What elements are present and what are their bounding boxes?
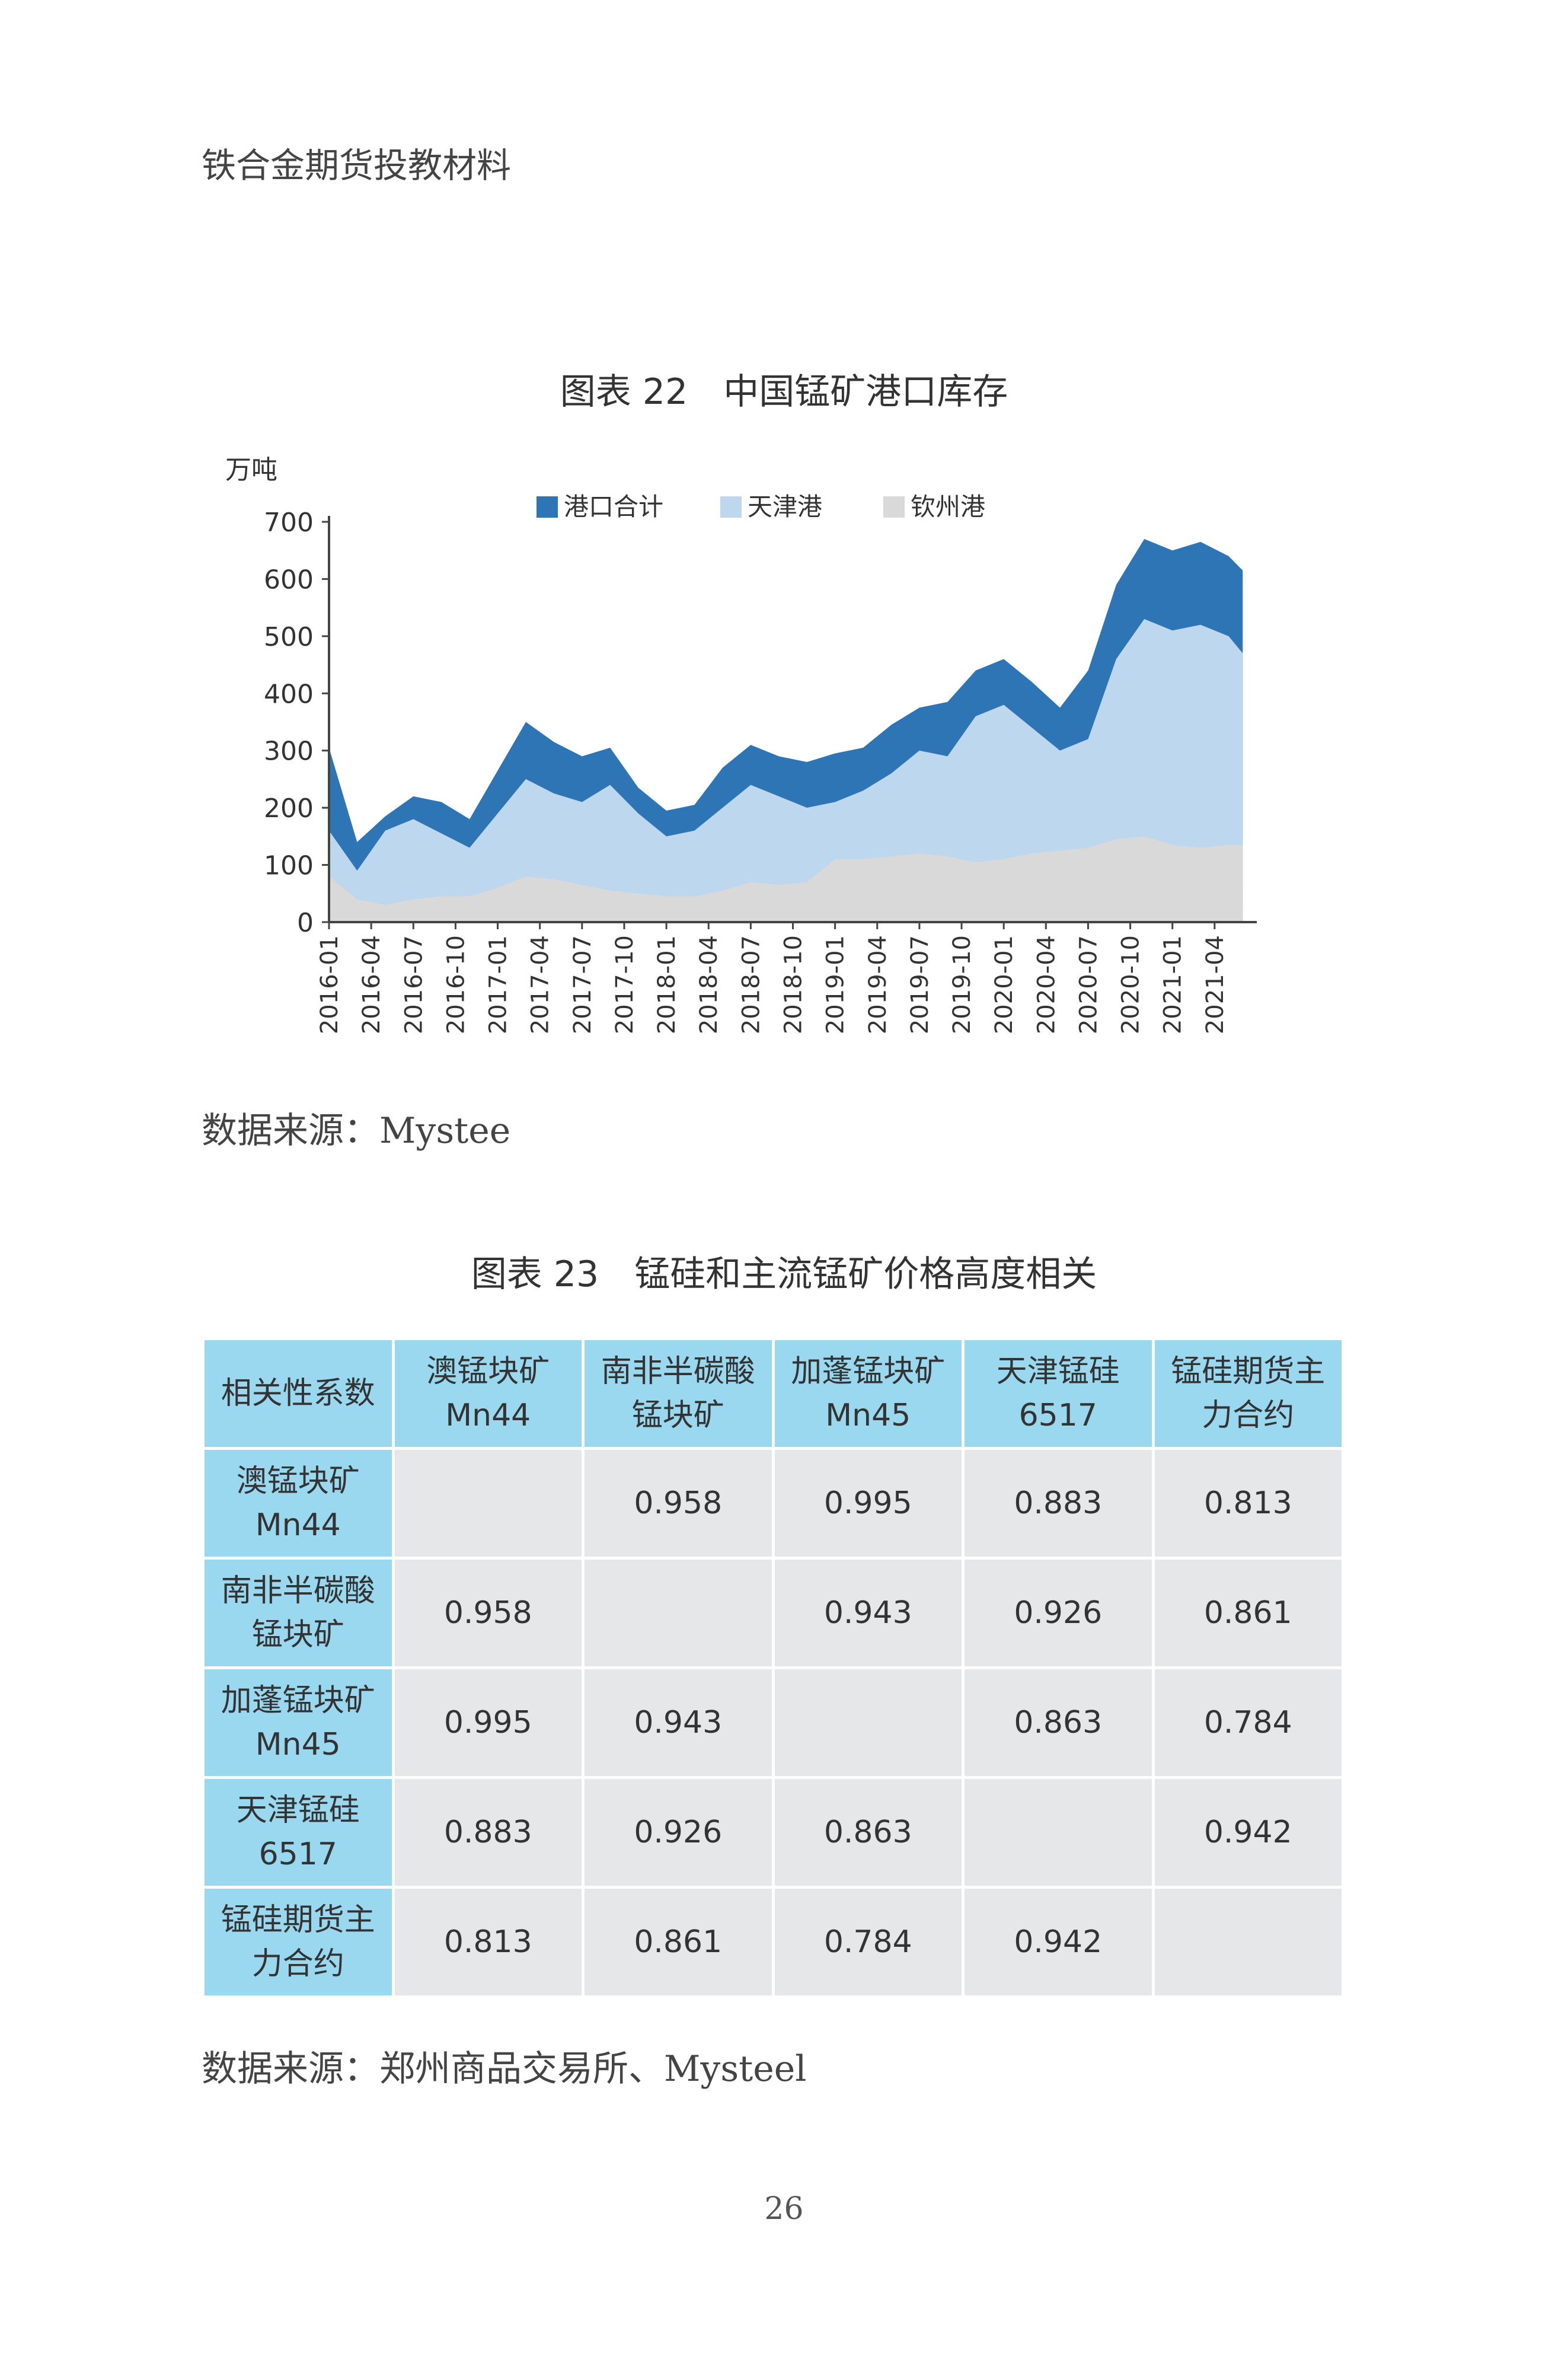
x-tick-label: 2019-01 bbox=[822, 935, 850, 1034]
row-header: 澳锰块矿 Mn44 bbox=[202, 1447, 395, 1560]
x-tick-label: 2017-01 bbox=[485, 935, 512, 1034]
table-cell: 0.813 bbox=[1151, 1447, 1345, 1560]
table-cell: 0.942 bbox=[962, 1886, 1155, 1998]
table-corner-cell: 相关性系数 bbox=[202, 1337, 395, 1450]
table-cell: 0.863 bbox=[962, 1666, 1155, 1779]
table-cell: 0.958 bbox=[582, 1447, 775, 1560]
y-axis-unit-label: 万吨 bbox=[225, 455, 277, 485]
table-cell bbox=[962, 1776, 1155, 1889]
table-cell bbox=[391, 1447, 585, 1560]
table-cell: 0.943 bbox=[582, 1666, 775, 1779]
figure-22-source: 数据来源：Mystee bbox=[202, 1110, 511, 1152]
column-header: 锰硅期货主 力合约 bbox=[1151, 1337, 1345, 1450]
x-tick-label: 2021-01 bbox=[1160, 935, 1187, 1034]
figure-23-title: 图表 23 锰硅和主流锰矿价格高度相关 bbox=[471, 1254, 1097, 1295]
table-cell: 0.784 bbox=[771, 1886, 965, 1998]
chart-axes: 0 100 200 300 400 500 600 700 2016-01 2016-04 2016… bbox=[264, 508, 1257, 1034]
x-tick-label: 2018-07 bbox=[737, 935, 765, 1034]
legend-label: 天津港 bbox=[748, 492, 822, 521]
x-tick-label: 2016-10 bbox=[442, 935, 470, 1034]
figure-22-title: 图表 22 中国锰矿港口库存 bbox=[560, 371, 1008, 413]
y-tick-label: 300 bbox=[264, 736, 314, 767]
table-row: 锰硅期货主 力合约 0.813 0.861 0.784 0.942 bbox=[202, 1886, 1345, 1998]
table-cell bbox=[1151, 1886, 1345, 1998]
x-tick-label: 2018-04 bbox=[695, 935, 723, 1034]
x-tick-label: 2019-10 bbox=[949, 935, 976, 1034]
table-cell: 0.958 bbox=[391, 1557, 585, 1669]
table-cell: 0.926 bbox=[962, 1557, 1155, 1669]
x-tick-label: 2016-04 bbox=[358, 935, 385, 1034]
y-tick-label: 500 bbox=[264, 622, 314, 652]
row-header: 加蓬锰块矿 Mn45 bbox=[202, 1666, 395, 1779]
x-tick-label: 2019-07 bbox=[906, 935, 934, 1034]
table-cell: 0.883 bbox=[962, 1447, 1155, 1560]
y-tick-label: 0 bbox=[297, 908, 314, 938]
y-tick-label: 700 bbox=[264, 508, 314, 538]
x-tick-label: 2016-01 bbox=[316, 935, 343, 1034]
table-cell: 0.995 bbox=[771, 1447, 965, 1560]
correlation-table: 相关性系数 澳锰块矿 Mn44 南非半碳酸 锰块矿 加蓬锰块矿 Mn45 天津锰… bbox=[202, 1337, 1345, 1998]
table-cell: 0.883 bbox=[391, 1776, 585, 1889]
running-header: 铁合金期货投教材料 bbox=[202, 145, 512, 186]
table-header-row: 相关性系数 澳锰块矿 Mn44 南非半碳酸 锰块矿 加蓬锰块矿 Mn45 天津锰… bbox=[202, 1337, 1345, 1450]
x-tick-label: 2020-07 bbox=[1075, 935, 1102, 1034]
column-header: 加蓬锰块矿 Mn45 bbox=[771, 1337, 965, 1450]
y-tick-label: 200 bbox=[264, 793, 314, 824]
table-row: 澳锰块矿 Mn44 0.958 0.995 0.883 0.813 bbox=[202, 1447, 1345, 1560]
table-row: 加蓬锰块矿 Mn45 0.995 0.943 0.863 0.784 bbox=[202, 1666, 1345, 1779]
row-header: 锰硅期货主 力合约 bbox=[202, 1886, 395, 1998]
x-tick-label: 2021-04 bbox=[1202, 935, 1229, 1034]
x-tick-label: 2016-07 bbox=[400, 935, 427, 1034]
legend-label: 港口合计 bbox=[564, 492, 663, 521]
x-tick-label: 2017-07 bbox=[569, 935, 596, 1034]
area-series-2 bbox=[329, 836, 1243, 922]
y-tick-label: 100 bbox=[264, 851, 314, 881]
x-tick-label: 2019-04 bbox=[864, 935, 892, 1034]
page-number: 26 bbox=[764, 2191, 804, 2227]
legend-swatch bbox=[883, 496, 905, 518]
x-tick-label: 2018-01 bbox=[653, 935, 681, 1034]
legend-label: 钦州港 bbox=[911, 492, 985, 521]
table-row: 天津锰硅 6517 0.883 0.926 0.863 0.942 bbox=[202, 1776, 1345, 1889]
table-cell: 0.942 bbox=[1151, 1776, 1345, 1889]
column-header: 澳锰块矿 Mn44 bbox=[391, 1337, 585, 1450]
table-cell: 0.861 bbox=[1151, 1557, 1345, 1669]
table-row: 南非半碳酸 锰块矿 0.958 0.943 0.926 0.861 bbox=[202, 1557, 1345, 1669]
manganese-port-inventory-chart: 0 100 200 300 400 500 600 700 2016-01 2016-04 2016… bbox=[225, 455, 1257, 1034]
chart-areas bbox=[329, 538, 1243, 922]
legend-swatch bbox=[720, 496, 742, 518]
chart-legend: 港口合计 天津港 钦州港 bbox=[536, 492, 985, 521]
area-series-1 bbox=[329, 618, 1243, 922]
x-tick-label: 2017-10 bbox=[611, 935, 638, 1034]
x-tick-label: 2020-10 bbox=[1117, 935, 1145, 1034]
x-tick-label: 2018-10 bbox=[780, 935, 807, 1034]
y-tick-label: 600 bbox=[264, 565, 314, 595]
row-header: 天津锰硅 6517 bbox=[202, 1776, 395, 1889]
x-tick-label: 2017-04 bbox=[527, 935, 554, 1034]
table-cell: 0.813 bbox=[391, 1886, 585, 1998]
column-header: 南非半碳酸 锰块矿 bbox=[582, 1337, 775, 1450]
column-header: 天津锰硅 6517 bbox=[962, 1337, 1155, 1450]
x-tick-label: 2020-01 bbox=[991, 935, 1018, 1034]
table-cell: 0.943 bbox=[771, 1557, 965, 1669]
row-header: 南非半碳酸 锰块矿 bbox=[202, 1557, 395, 1669]
table-cell: 0.926 bbox=[582, 1776, 775, 1889]
table-cell: 0.863 bbox=[771, 1776, 965, 1889]
table-cell bbox=[771, 1666, 965, 1779]
x-tick-label: 2020-04 bbox=[1033, 935, 1060, 1034]
table-cell: 0.861 bbox=[582, 1886, 775, 1998]
legend-swatch bbox=[536, 496, 558, 518]
figure-23-source: 数据来源：郑州商品交易所、Mysteel bbox=[202, 2048, 807, 2090]
y-tick-label: 400 bbox=[264, 679, 314, 709]
table-cell: 0.995 bbox=[391, 1666, 585, 1779]
table-cell bbox=[582, 1557, 775, 1669]
table-cell: 0.784 bbox=[1151, 1666, 1345, 1779]
